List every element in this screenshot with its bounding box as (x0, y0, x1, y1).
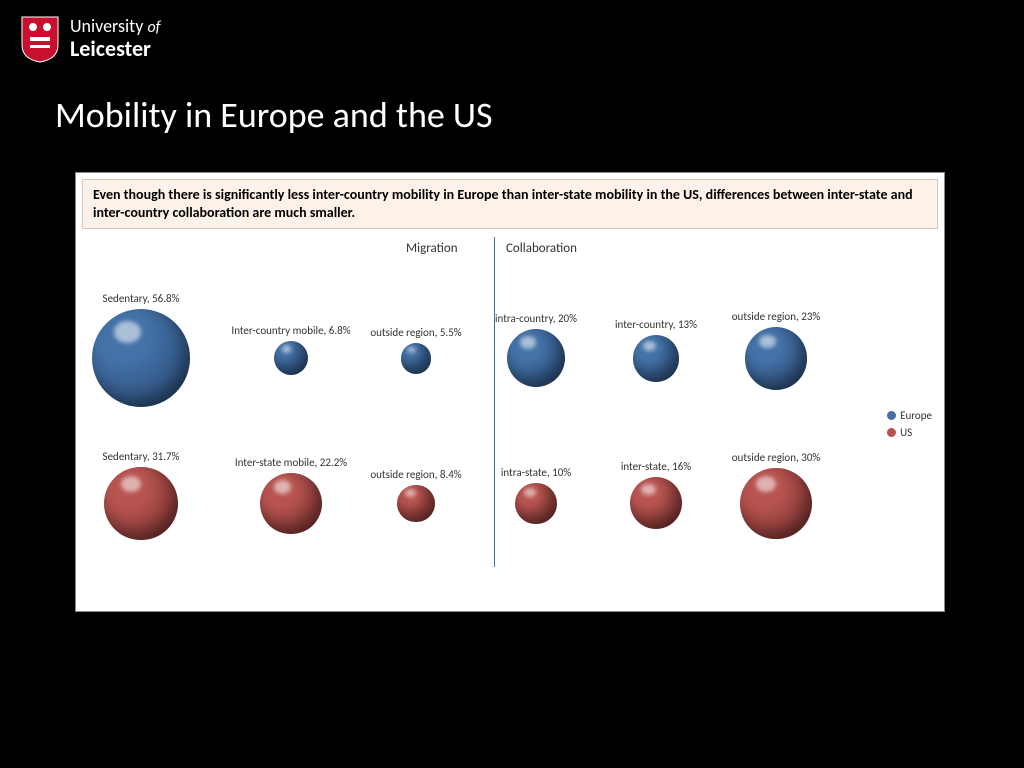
university-name: University of Leicester (70, 17, 161, 61)
bubble-label: Sedentary, 31.7% (76, 450, 206, 463)
bubble-label: outside region, 23% (711, 310, 841, 323)
bubble-label: outside region, 5.5% (351, 326, 481, 339)
us-bubble: outside region, 8.4% (351, 468, 481, 523)
us-bubble: inter-state, 16% (591, 460, 721, 529)
bubble-sphere (92, 309, 190, 407)
europe-bubble: intra-country, 20% (471, 312, 601, 387)
university-crest-icon (20, 15, 60, 63)
chart-legend: Europe US (887, 409, 932, 443)
europe-bubble: outside region, 23% (711, 310, 841, 389)
bubble-label: Inter-country mobile, 6.8% (226, 324, 356, 337)
europe-bubble: outside region, 5.5% (351, 326, 481, 373)
bubble-sphere (740, 468, 811, 539)
europe-bubble: inter-country, 13% (591, 318, 721, 382)
header-collaboration: Collaboration (506, 241, 577, 256)
bubble-sphere (633, 335, 680, 382)
legend-europe-label: Europe (900, 409, 932, 422)
us-bubble: outside region, 30% (711, 451, 841, 539)
uni-prefix: University (70, 15, 143, 37)
legend-us: US (887, 426, 932, 439)
university-header: University of Leicester (0, 0, 1024, 68)
us-bubble: Sedentary, 31.7% (76, 450, 206, 540)
slide-title: Mobility in Europe and the US (0, 68, 1024, 157)
bubble-label: intra-state, 10% (471, 466, 601, 479)
europe-bubble: Inter-country mobile, 6.8% (226, 324, 356, 375)
bubble-sphere (507, 329, 565, 387)
us-bubble: Inter-state mobile, 22.2% (226, 456, 356, 534)
chart-caption: Even though there is significantly less … (82, 179, 938, 229)
header-migration: Migration (406, 241, 458, 256)
bubble-sphere (401, 343, 431, 373)
bubble-label: Inter-state mobile, 22.2% (226, 456, 356, 469)
bubble-label: outside region, 8.4% (351, 468, 481, 481)
bubble-sphere (104, 467, 177, 540)
legend-europe: Europe (887, 409, 932, 422)
bubble-label: intra-country, 20% (471, 312, 601, 325)
bubble-sphere (630, 477, 682, 529)
bubble-label: outside region, 30% (711, 451, 841, 464)
europe-bubble: Sedentary, 56.8% (76, 292, 206, 407)
bubble-label: Sedentary, 56.8% (76, 292, 206, 305)
bubble-sphere (274, 341, 308, 375)
bubble-sphere (515, 483, 556, 524)
bubble-label: inter-country, 13% (591, 318, 721, 331)
bubble-sphere (745, 327, 807, 389)
bubble-sphere (397, 485, 435, 523)
us-bubble: intra-state, 10% (471, 466, 601, 524)
bubble-label: inter-state, 16% (591, 460, 721, 473)
bubble-chart: Even though there is significantly less … (75, 172, 945, 612)
uni-main: Leicester (70, 37, 161, 61)
bubble-sphere (260, 473, 321, 534)
legend-us-label: US (900, 426, 912, 439)
chart-body: Migration Collaboration Sedentary, 56.8%… (76, 229, 944, 609)
